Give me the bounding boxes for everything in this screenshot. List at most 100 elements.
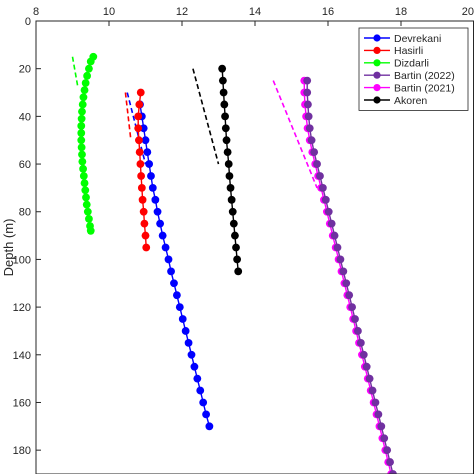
data-point	[234, 267, 243, 276]
data-point	[81, 186, 90, 195]
series-line	[303, 80, 392, 474]
data-point	[143, 148, 152, 157]
trend-lines-layer	[71, 56, 318, 189]
data-point	[383, 446, 392, 455]
data-point	[187, 350, 196, 359]
data-point	[218, 76, 227, 85]
data-point	[368, 386, 377, 395]
x-tick-label: 12	[176, 6, 188, 18]
legend-label: Hasirli	[394, 45, 423, 57]
data-point	[170, 279, 178, 288]
data-point	[374, 410, 383, 419]
data-point	[153, 207, 162, 216]
data-point	[318, 183, 327, 192]
series-line	[221, 68, 239, 272]
y-tick-label: 60	[19, 159, 31, 171]
data-point	[78, 100, 87, 109]
trend-line	[71, 56, 79, 88]
data-point	[354, 327, 362, 335]
data-point	[137, 172, 146, 180]
data-point	[181, 327, 190, 335]
data-point	[205, 422, 214, 431]
data-point	[348, 303, 356, 312]
data-point	[327, 219, 336, 228]
data-point	[304, 112, 313, 121]
data-point	[336, 255, 345, 264]
x-tick-label: 10	[103, 6, 115, 18]
data-point	[184, 338, 193, 347]
y-tick-label: 0	[25, 16, 31, 28]
y-tick-label: 160	[13, 397, 31, 409]
data-point	[365, 374, 374, 383]
data-point	[79, 164, 87, 173]
y-tick-label: 80	[19, 207, 31, 219]
data-point	[80, 179, 89, 188]
data-point	[141, 231, 150, 240]
data-point	[321, 195, 330, 204]
data-point	[85, 214, 93, 223]
series-line	[139, 104, 211, 427]
data-point	[219, 88, 228, 97]
data-point	[313, 160, 321, 168]
legend-label: Akoren	[394, 95, 427, 107]
data-point	[175, 303, 184, 312]
data-point	[79, 93, 88, 102]
data-point	[229, 219, 238, 228]
legend-label: Dizdarli	[394, 58, 429, 70]
x-tick-label: 18	[395, 6, 407, 18]
legend-marker	[373, 71, 381, 79]
data-point	[78, 157, 87, 166]
data-point	[222, 136, 231, 145]
x-tick-label: 8	[33, 6, 39, 18]
data-point	[386, 458, 394, 466]
data-point	[342, 279, 351, 288]
data-point	[196, 386, 205, 395]
data-point	[164, 255, 173, 264]
x-tick-label: 14	[249, 6, 261, 18]
y-tick-label: 140	[13, 350, 31, 362]
data-point	[80, 86, 89, 95]
data-point	[371, 398, 380, 407]
data-point	[142, 243, 151, 252]
data-point	[147, 172, 155, 180]
x-tick-label: 16	[322, 6, 334, 18]
x-tick-label: 20	[462, 6, 474, 18]
data-point	[362, 362, 371, 371]
trend-line	[192, 68, 220, 165]
y-axis-label: Depth (m)	[1, 219, 16, 277]
data-point	[304, 100, 312, 109]
legend-marker	[373, 34, 381, 42]
legend-marker	[373, 84, 381, 92]
data-point	[137, 183, 146, 192]
data-point	[167, 267, 175, 276]
data-point	[83, 71, 91, 80]
data-point	[356, 338, 365, 347]
data-point	[351, 315, 359, 323]
data-point	[77, 114, 86, 123]
y-tick-label: 120	[13, 302, 31, 314]
data-point	[307, 136, 316, 145]
y-tick-label: 40	[19, 111, 31, 123]
y-tick-label: 100	[13, 254, 31, 266]
data-point	[377, 422, 386, 431]
series-bartin-2022	[303, 76, 397, 474]
data-point	[223, 148, 232, 157]
data-point	[135, 100, 144, 109]
data-point	[345, 291, 354, 300]
trend-line	[272, 80, 318, 189]
data-point	[330, 231, 339, 240]
data-point	[83, 207, 92, 216]
axes-layer: 8 10 12 14 16 18 20 0 20 40 60 80 100 120 140 160 180	[13, 6, 474, 457]
data-point	[221, 124, 230, 133]
legend-marker	[373, 46, 381, 55]
legend-marker	[373, 96, 381, 104]
data-point	[221, 112, 229, 121]
data-point	[82, 193, 90, 202]
y-tick-label: 180	[13, 445, 31, 457]
data-point	[158, 231, 167, 240]
data-point	[190, 362, 199, 371]
data-point	[77, 143, 86, 152]
data-point	[151, 195, 160, 204]
data-point	[156, 219, 165, 228]
